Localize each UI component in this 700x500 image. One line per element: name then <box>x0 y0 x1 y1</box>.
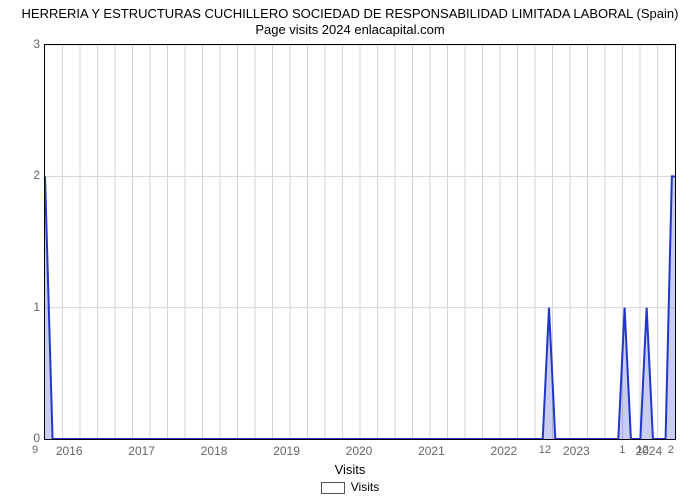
y-tick: 2 <box>24 168 40 182</box>
plot-area <box>44 44 676 440</box>
corner-label: 9 <box>32 444 38 456</box>
legend-swatch <box>321 482 345 494</box>
x-axis-label: Visits <box>0 462 700 477</box>
chart-title: HERRERIA Y ESTRUCTURAS CUCHILLERO SOCIED… <box>0 6 700 39</box>
x-tick: 2019 <box>273 444 300 458</box>
grid-vertical <box>63 45 658 439</box>
x-tick: 2022 <box>491 444 518 458</box>
plot-svg <box>45 45 675 439</box>
chart-container: { "title_line1": "HERRERIA Y ESTRUCTURAS… <box>0 0 700 500</box>
peak-label: 1 <box>619 444 625 456</box>
peak-label: 2 <box>668 444 674 456</box>
x-tick: 2023 <box>563 444 590 458</box>
y-tick: 3 <box>24 37 40 51</box>
legend: Visits <box>0 480 700 494</box>
y-tick: 1 <box>24 300 40 314</box>
title-line-2: Page visits 2024 enlacapital.com <box>255 22 444 37</box>
x-tick: 2021 <box>418 444 445 458</box>
x-tick: 2016 <box>56 444 83 458</box>
x-tick: 2018 <box>201 444 228 458</box>
legend-label: Visits <box>351 480 379 494</box>
title-line-1: HERRERIA Y ESTRUCTURAS CUCHILLERO SOCIED… <box>22 6 679 21</box>
peak-label: 12 <box>539 444 551 456</box>
x-tick: 2017 <box>128 444 155 458</box>
y-tick: 0 <box>24 431 40 445</box>
x-tick: 2020 <box>346 444 373 458</box>
peak-label: 12 <box>636 444 648 456</box>
